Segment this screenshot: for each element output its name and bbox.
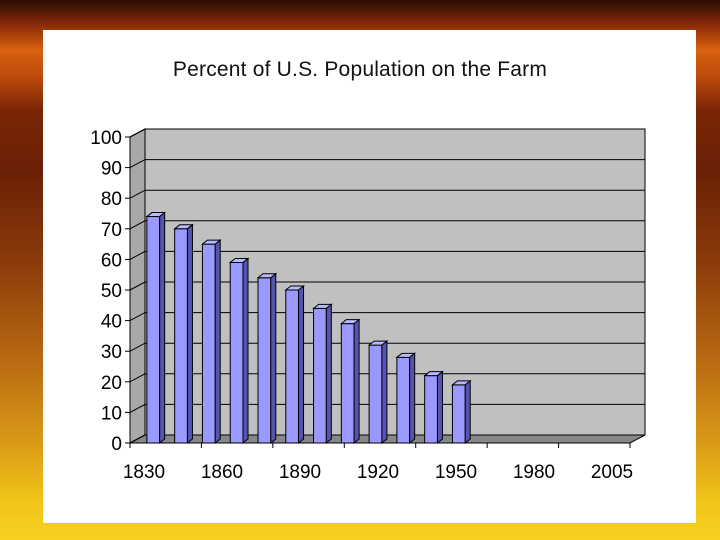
bar-front bbox=[451, 384, 466, 444]
y-tick-label: 10 bbox=[101, 403, 122, 424]
y-tick-label: 90 bbox=[101, 159, 122, 180]
gridline bbox=[129, 159, 645, 169]
bar-front bbox=[174, 228, 188, 444]
x-axis: 1830 1860 1890 1920 1950 1980 2005 bbox=[123, 442, 633, 483]
bar bbox=[451, 379, 472, 445]
y-tick-label: 50 bbox=[101, 281, 122, 302]
bar bbox=[339, 318, 361, 445]
gridline bbox=[129, 342, 645, 352]
x-tick-label: 1920 bbox=[357, 462, 399, 483]
bar-front bbox=[313, 307, 327, 444]
bar-side bbox=[242, 257, 249, 445]
gridline bbox=[129, 373, 645, 383]
gridline bbox=[129, 128, 645, 138]
y-tick-label: 20 bbox=[101, 373, 122, 394]
y-axis: 0 10 20 30 40 50 60 70 80 90 100 bbox=[90, 128, 131, 455]
x-tick-label: 1890 bbox=[279, 462, 321, 483]
bar-side bbox=[325, 303, 332, 445]
y-tick-label: 60 bbox=[101, 250, 122, 271]
bar bbox=[256, 272, 278, 445]
chart-title: Percent of U.S. Population on the Farm bbox=[172, 58, 548, 81]
bar-side bbox=[270, 272, 277, 445]
bar bbox=[173, 223, 194, 445]
bar-front bbox=[285, 289, 300, 444]
bar bbox=[423, 370, 444, 445]
bar-front bbox=[368, 344, 383, 444]
gridline bbox=[129, 281, 645, 291]
y-tick-label: 40 bbox=[101, 312, 122, 333]
y-tick-label: 100 bbox=[90, 128, 122, 149]
bar-side bbox=[353, 318, 360, 445]
bar-front bbox=[229, 261, 244, 444]
bar bbox=[367, 340, 389, 445]
bar-side bbox=[214, 239, 221, 445]
y-tick-label: 80 bbox=[101, 189, 122, 210]
bar-front bbox=[396, 356, 411, 444]
bar bbox=[395, 352, 417, 445]
x-tick-label: 1980 bbox=[513, 462, 555, 483]
y-tick-label: 0 bbox=[111, 434, 122, 455]
bar bbox=[145, 211, 167, 445]
gridline bbox=[129, 434, 645, 444]
bar-side bbox=[409, 352, 416, 445]
x-tick-label: 1950 bbox=[435, 462, 477, 483]
bar-side bbox=[381, 340, 388, 445]
gridline bbox=[129, 250, 645, 260]
gridline bbox=[129, 189, 645, 199]
bar-front bbox=[257, 277, 272, 444]
gridline bbox=[129, 312, 645, 322]
bars bbox=[145, 211, 472, 445]
bar-side bbox=[436, 370, 443, 445]
x-tick-label: 2005 bbox=[591, 462, 633, 483]
bar-front bbox=[201, 243, 216, 444]
bar bbox=[284, 284, 305, 445]
bar-side bbox=[159, 211, 166, 445]
y-tick-label: 70 bbox=[101, 220, 122, 241]
x-tick-label: 1860 bbox=[201, 462, 243, 483]
bar-front bbox=[424, 375, 438, 444]
bar-front bbox=[340, 323, 355, 444]
y-tick-label: 30 bbox=[101, 342, 122, 363]
bar-front bbox=[146, 216, 161, 444]
x-tick-label: 1830 bbox=[123, 462, 165, 483]
gridline bbox=[129, 403, 645, 413]
bar-side bbox=[298, 284, 305, 445]
bar-side bbox=[464, 379, 471, 445]
bar-side bbox=[186, 223, 193, 445]
gridlines bbox=[129, 128, 645, 444]
gridline bbox=[129, 220, 645, 230]
bar bbox=[228, 257, 250, 445]
bar bbox=[201, 239, 222, 445]
bar bbox=[312, 303, 333, 445]
